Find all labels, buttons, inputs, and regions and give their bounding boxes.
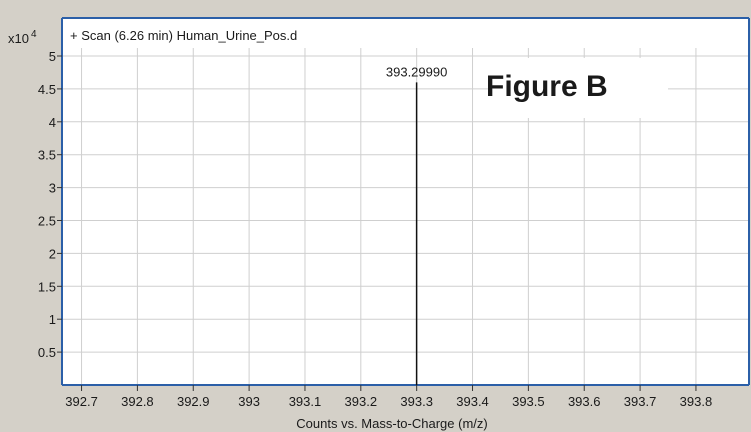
- grid-lines: [62, 48, 749, 385]
- x-axis-label: Counts vs. Mass-to-Charge (m/z): [296, 416, 487, 431]
- peak-label: 393.29990: [386, 64, 447, 79]
- x-tick-label: 392.7: [65, 394, 98, 409]
- x-tick-label: 393.2: [345, 394, 378, 409]
- scan-label: + Scan (6.26 min) Human_Urine_Pos.d: [70, 28, 297, 43]
- x-tick-label: 393.5: [512, 394, 545, 409]
- y-tick-label: 3.5: [38, 148, 56, 163]
- x-tick-label: 393.3: [400, 394, 433, 409]
- figure-label: Figure B: [486, 70, 608, 103]
- y-axis-ticks: 0.5 1 1.5 2 2.5 3 3.5 4 4.5 5: [38, 49, 62, 360]
- y-tick-label: 0.5: [38, 345, 56, 360]
- x-tick-label: 393.4: [456, 394, 489, 409]
- x-tick-label: 392.9: [177, 394, 210, 409]
- y-tick-label: 5: [49, 49, 56, 64]
- x-tick-label: 393.7: [624, 394, 657, 409]
- y-tick-label: 3: [49, 181, 56, 196]
- y-tick-label: 4: [49, 115, 56, 130]
- x-axis-ticks: 392.7 392.8 392.9 393 393.1 393.2 393.3 393.4 39…: [65, 385, 712, 409]
- y-tick-label: 2.5: [38, 214, 56, 229]
- y-tick-label: 2: [49, 246, 56, 261]
- chart-header-background: [62, 18, 749, 48]
- x-tick-label: 392.8: [121, 394, 154, 409]
- y-tick-label: 1: [49, 312, 56, 327]
- x-tick-label: 393.8: [680, 394, 713, 409]
- y-tick-label: 4.5: [38, 82, 56, 97]
- x-tick-label: 393: [238, 394, 260, 409]
- x-tick-label: 393.1: [289, 394, 322, 409]
- spectrum-peaks: 393.29990: [386, 64, 447, 385]
- figure-label-background: [488, 58, 668, 118]
- x-tick-label: 393.6: [568, 394, 601, 409]
- y-scale-label: x10 4: [8, 29, 37, 46]
- y-tick-label: 1.5: [38, 279, 56, 294]
